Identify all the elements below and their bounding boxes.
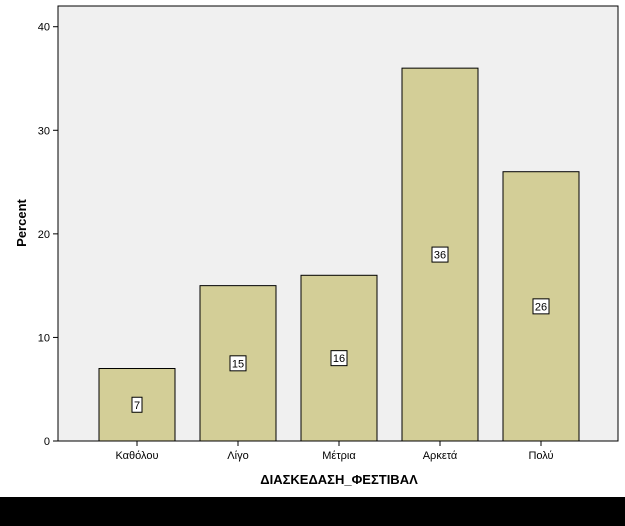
y-tick-label: 40 [38, 22, 50, 34]
y-axis-title: Percent [14, 198, 29, 246]
data-label-box [532, 298, 550, 315]
data-label-box [229, 355, 247, 372]
x-tick-label: Καθόλου [115, 450, 158, 462]
axes-layer: Καθόλου Λίγο Μέτρια Αρκετά Πολύ 0 10 20 30 40 [38, 22, 554, 462]
x-tick-label: Λίγο [227, 450, 248, 462]
y-tick-label: 10 [38, 332, 50, 344]
x-tick-label: Πολύ [528, 450, 553, 462]
data-label: 15 [232, 358, 244, 370]
data-label: 7 [134, 400, 140, 412]
x-tick-label: Μέτρια [322, 450, 356, 462]
data-label-box [131, 396, 143, 413]
bottom-black-bar [0, 497, 625, 526]
x-axis-title: ΔΙΑΣΚΕΔΑΣΗ_ΦΕΣΤΙΒΑΛ [260, 472, 418, 487]
data-label: 36 [434, 250, 446, 262]
y-tick-label: 30 [38, 125, 50, 137]
data-label-box [431, 246, 449, 263]
x-tick-label: Αρκετά [423, 450, 458, 462]
y-tick-label: 0 [44, 436, 50, 448]
data-label-box [330, 350, 348, 367]
bars-layer: 7 15 16 36 26 [98, 67, 580, 442]
data-label: 16 [333, 353, 345, 365]
data-label: 26 [535, 301, 547, 313]
y-tick-label: 20 [38, 229, 50, 241]
